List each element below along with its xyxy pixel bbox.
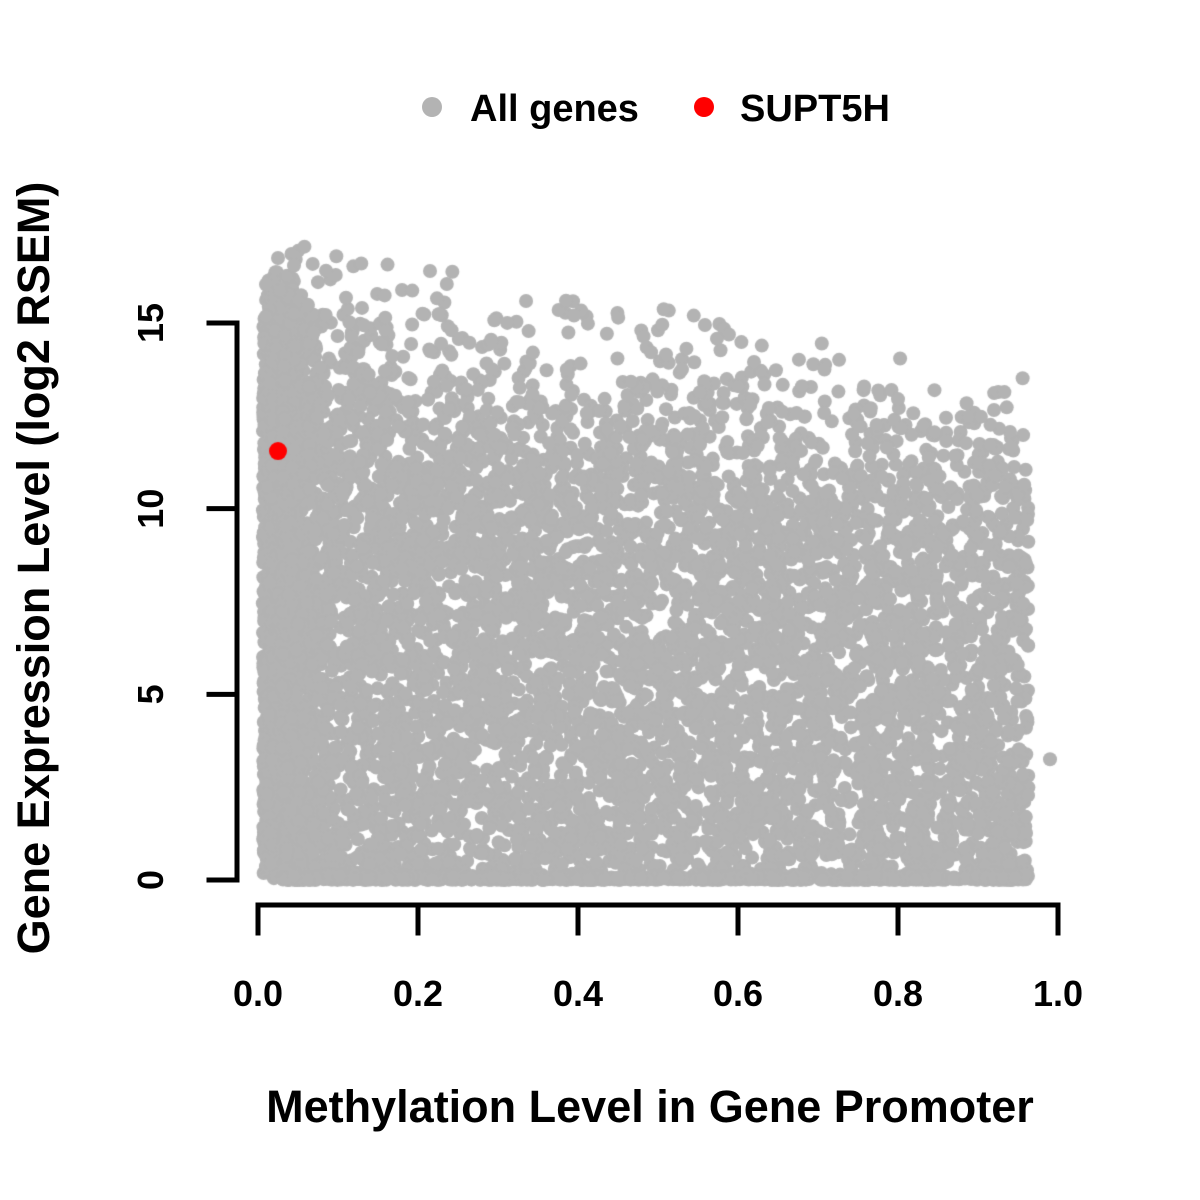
- legend-label-supt5h: SUPT5H: [740, 88, 890, 130]
- legend-label-all-genes: All genes: [470, 88, 639, 130]
- x-tick-label: 0.0: [233, 973, 283, 1014]
- x-tick-label: 0.8: [873, 973, 923, 1014]
- y-axis-title: Gene Expression Level (log2 RSEM): [8, 182, 59, 955]
- x-tick-label: 0.6: [713, 973, 763, 1014]
- legend-marker-supt5h-icon: [694, 97, 714, 117]
- x-axis: 0.0 0.2 0.4 0.6 0.8 1.0: [233, 902, 1083, 1014]
- y-tick-label: 5: [130, 684, 171, 704]
- y-tick-label: 15: [130, 303, 171, 343]
- x-tick-label: 0.2: [393, 973, 443, 1014]
- legend-marker-all-genes-icon: [422, 97, 442, 117]
- y-axis: 0 5 10 15: [130, 303, 240, 890]
- y-tick-label: 0: [130, 870, 171, 890]
- legend: All genes SUPT5H: [422, 88, 890, 130]
- y-tick-label: 10: [130, 489, 171, 529]
- x-tick-label: 0.4: [553, 973, 603, 1014]
- x-axis-title: Methylation Level in Gene Promoter: [266, 1081, 1034, 1132]
- x-tick-label: 1.0: [1033, 973, 1083, 1014]
